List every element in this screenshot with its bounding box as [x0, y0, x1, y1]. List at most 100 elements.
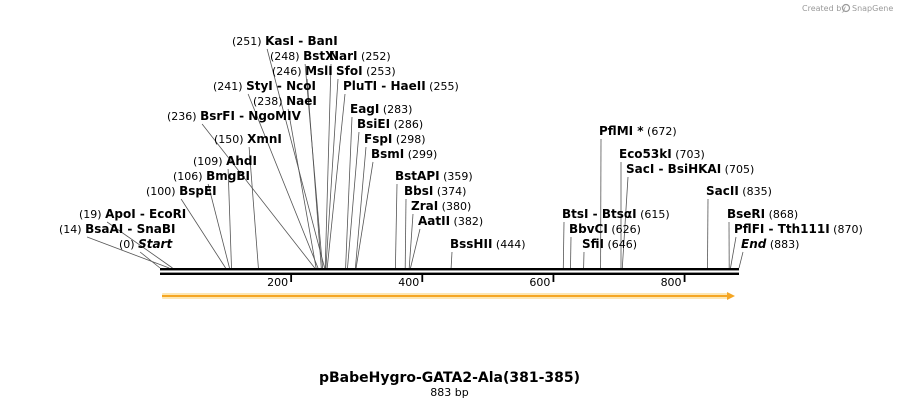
- enzyme-name-bsrfi: BsrFI: [200, 109, 235, 123]
- site-text: (109) AhdI: [193, 154, 257, 168]
- enzyme-name-bbsi: BbsI: [404, 184, 433, 198]
- site-text: (150) XmnI: [214, 132, 282, 146]
- site-label-eco53ki: Eco53kI (703): [619, 147, 705, 161]
- site-position: (705): [721, 163, 754, 176]
- site-label-bsrfi-ngomiv: (236) BsrFI - NgoMIV: [167, 109, 302, 123]
- site-label-ahdi: (109) AhdI: [193, 154, 257, 168]
- enzyme-name-xmni: XmnI: [247, 132, 282, 146]
- site-text: BtsI - BtsαI (615): [562, 207, 670, 221]
- enzyme-name-btsi: BtsI: [562, 207, 589, 221]
- enzyme-name-pflfi: PflFI: [734, 222, 764, 236]
- enzyme-name-ngomiv: NgoMIV: [248, 109, 301, 123]
- site-text: BbsI (374): [404, 184, 466, 198]
- site-label-zrai: ZraI (380): [411, 199, 471, 213]
- enzyme-name-snabi: SnaBI: [137, 222, 176, 236]
- site-label-bsshii: BssHII (444): [450, 237, 525, 251]
- site-text: FspI (298): [364, 132, 425, 146]
- site-position: (236): [167, 110, 200, 123]
- leader-line-pluti-haeii: [326, 93, 346, 269]
- enzyme-name-end: End: [741, 237, 767, 251]
- site-label-bsaai-snabi: (14) BsaAI - SnaBI: [59, 222, 175, 236]
- feature-arrow: [162, 292, 735, 300]
- site-text: (248) BstXI: [270, 49, 339, 63]
- site-label-pluti-haeii: PluTI - HaeII (255): [343, 79, 459, 93]
- leader-line-bbvci: [570, 236, 572, 269]
- site-label-sfii: SfiI (646): [582, 237, 637, 251]
- site-position: (382): [450, 215, 483, 228]
- site-label-btsi-bts-i: BtsI - BtsαI (615): [562, 207, 670, 221]
- plasmid-name: pBabeHygro-GATA2-Ala(381-385): [319, 370, 580, 386]
- site-position: (299): [404, 148, 437, 161]
- backbone-top-strand: [160, 268, 739, 271]
- site-position: (380): [438, 200, 471, 213]
- site-text: Eco53kI (703): [619, 147, 705, 161]
- enzyme-name-bsihkai: BsiHKAI: [668, 162, 722, 176]
- site-text: SacII (835): [706, 184, 772, 198]
- site-label-bbsi: BbsI (374): [404, 184, 466, 198]
- enzyme-name-kasi: KasI: [265, 34, 294, 48]
- site-text: PflFI - Tth111I (870): [734, 222, 863, 236]
- site-text: BsmI (299): [371, 147, 437, 161]
- leader-line-apoi-ecori: [106, 221, 173, 269]
- leader-line-pflfi-tth111i: [730, 236, 737, 269]
- enzyme-name-saci: SacI: [626, 162, 654, 176]
- site-position: (444): [492, 238, 525, 251]
- leader-line-bstapi: [395, 183, 398, 269]
- tick-label-600: 600: [529, 276, 550, 289]
- enzyme-name-bsiei: BsiEI: [357, 117, 390, 131]
- leader-line-kasi-bani: [266, 48, 325, 269]
- site-label-styi-ncoi: (241) StyI - NcoI: [213, 79, 316, 93]
- enzyme-name-apoi: ApoI: [105, 207, 136, 221]
- site-label-naei: (238) NaeI: [253, 94, 317, 108]
- enzyme-name-bsmi: BsmI: [371, 147, 404, 161]
- leader-line-bstxi: [304, 63, 323, 269]
- site-label-bmgbi: (106) BmgBI: [173, 169, 250, 183]
- enzyme-name-eagi: EagI: [350, 102, 379, 116]
- site-position: (109): [193, 155, 226, 168]
- site-label-bsmi: BsmI (299): [371, 147, 437, 161]
- site-label-bstapi: BstAPI (359): [395, 169, 473, 183]
- site-text: EagI (283): [350, 102, 412, 116]
- site-position: (241): [213, 80, 246, 93]
- enzyme-name-sfoi: SfoI: [336, 64, 363, 78]
- site-position: (374): [433, 185, 466, 198]
- enzyme-name-tth111i: Tth111I: [778, 222, 830, 236]
- enzyme-name-ahdi: AhdI: [226, 154, 257, 168]
- site-position: (100): [146, 185, 179, 198]
- site-text: BsiEI (286): [357, 117, 423, 131]
- enzyme-name-bsshii: BssHII: [450, 237, 492, 251]
- site-label-eagi: EagI (283): [350, 102, 412, 116]
- site-position: (0): [119, 238, 138, 251]
- site-position: (252): [358, 50, 391, 63]
- site-position: (150): [214, 133, 247, 146]
- site-labels: (0) Start(14) BsaAI - SnaBI(19) ApoI - E…: [59, 34, 863, 251]
- site-text: PluTI - HaeII (255): [343, 79, 459, 93]
- site-text: BbvCI (626): [569, 222, 641, 236]
- ruler-ticks: 200 400 600 800: [267, 275, 686, 289]
- site-label-kasi-bani: (251) KasI - BanI: [232, 34, 338, 48]
- leader-line-start: [139, 251, 161, 269]
- leader-line-xmni: [248, 146, 259, 269]
- site-text: (238) NaeI: [253, 94, 317, 108]
- site-position: (251): [232, 35, 265, 48]
- site-label-fspi: FspI (298): [364, 132, 425, 146]
- site-label-sacii: SacII (835): [706, 184, 772, 198]
- tick-label-400: 400: [398, 276, 419, 289]
- site-position: (283): [379, 103, 412, 116]
- site-label-pflfi-tth111i: PflFI - Tth111I (870): [734, 222, 863, 236]
- site-label-end: End (883): [741, 237, 799, 251]
- enzyme-name-pflmi: PflMI *: [599, 124, 644, 138]
- site-text: BseRI (868): [727, 207, 798, 221]
- leader-line-nari: [324, 63, 332, 269]
- enzyme-name-ncoi: NcoI: [286, 79, 316, 93]
- snapgene-logo-icon: [841, 3, 851, 13]
- sequence-backbone: [160, 268, 739, 275]
- enzyme-name-start: Start: [138, 237, 173, 251]
- leader-line-bsaai-snabi: [86, 236, 170, 269]
- enzyme-name-bani: BanI: [307, 34, 337, 48]
- enzyme-name-bts-i: BtsαI: [602, 207, 637, 221]
- plasmid-size: 883 bp: [430, 386, 468, 399]
- leader-line-eagi: [345, 116, 353, 269]
- site-leader-lines: [86, 48, 744, 269]
